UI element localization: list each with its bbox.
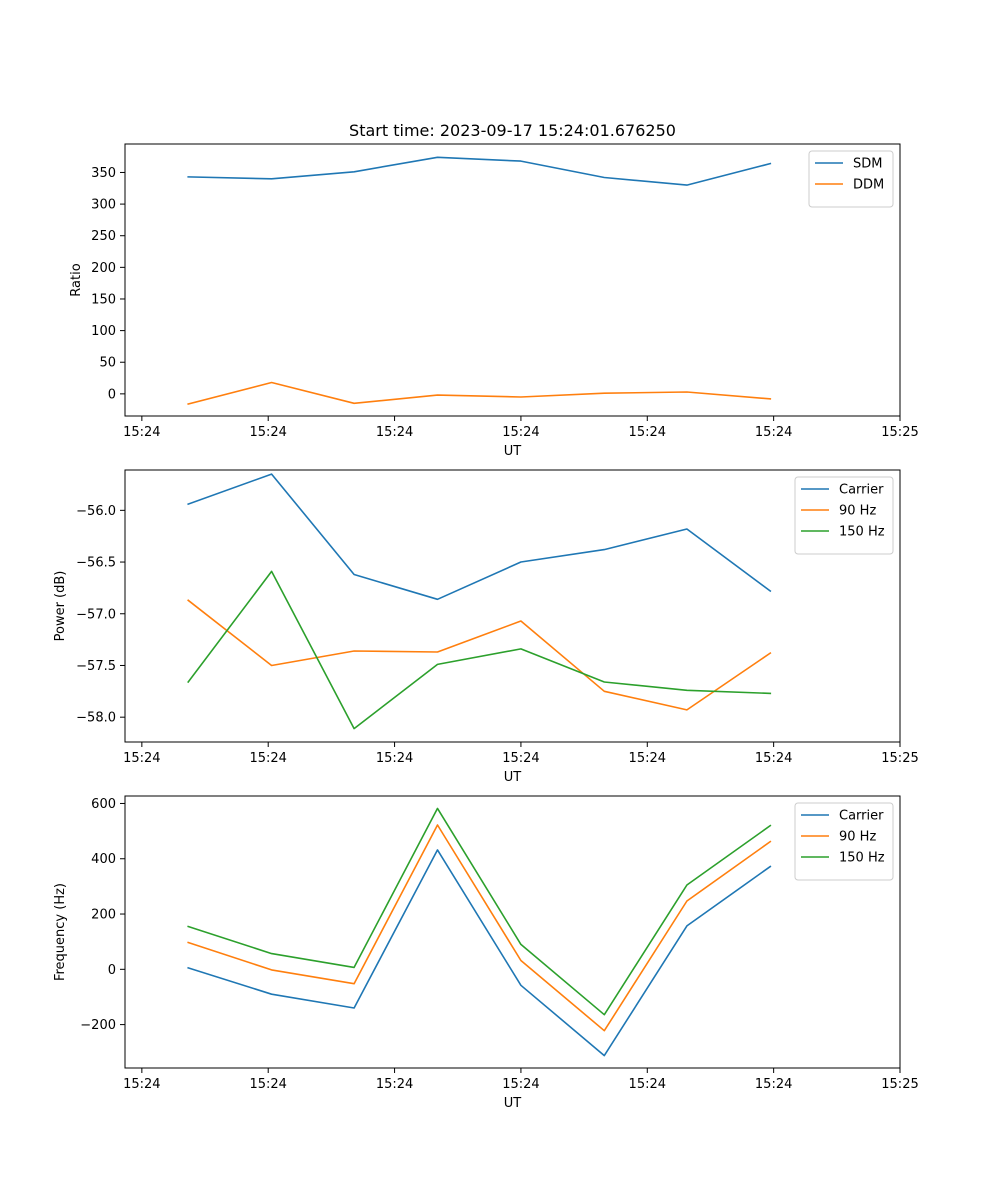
frequency-y-tick-label: −200: [80, 1018, 116, 1033]
ratio-x-tick-label: 15:24: [249, 425, 286, 440]
frequency-legend-label-90-hz: 90 Hz: [839, 830, 876, 845]
power-y-tick-label: −58.0: [76, 711, 116, 726]
ratio-x-tick-label: 15:24: [502, 425, 539, 440]
power-y-tick-label: −57.5: [76, 659, 116, 674]
ratio-series-ddm-line: [187, 381, 772, 405]
power-series-carrier-line: [187, 473, 772, 601]
power-legend-box: [794, 476, 894, 555]
power-y-axis-label: Power (dB): [53, 571, 68, 642]
frequency-legend-label-150-hz: 150 Hz: [839, 851, 885, 866]
power-y-tick-label: −56.0: [76, 504, 116, 519]
ratio-axes-frame: [124, 143, 901, 417]
frequency-panel: 15:24 15:24 15:24 15:24 15:24 15:24 15:25 −200 0…: [53, 795, 919, 1111]
ratio-x-tick-label: 15:24: [755, 425, 792, 440]
ratio-series-sdm-line: [187, 156, 772, 186]
frequency-axes-frame: [124, 795, 901, 1069]
ratio-y-tick-label: 300: [91, 198, 116, 213]
power-legend-label-90-hz: 90 Hz: [839, 504, 876, 519]
frequency-legend-label-carrier: Carrier: [839, 809, 884, 824]
ratio-x-tick-label: 15:24: [123, 425, 160, 440]
ratio-x-tick-label: 15:24: [376, 425, 413, 440]
ratio-y-tick-label: 200: [91, 261, 116, 276]
frequency-legend: Carrier 90 Hz 150 Hz: [794, 802, 894, 881]
ratio-chart-title: Start time: 2023-09-17 15:24:01.676250: [349, 121, 676, 140]
power-x-tick-label: 15:24: [502, 751, 539, 766]
power-x-tick-label: 15:25: [881, 751, 918, 766]
ratio-y-tick-label: 250: [91, 229, 116, 244]
power-series-90-hz-line: [187, 599, 772, 711]
power-series-150-hz-line: [187, 570, 772, 730]
ratio-x-axis-label: UT: [504, 444, 522, 459]
power-x-axis-label: UT: [504, 770, 522, 785]
frequency-x-axis-label: UT: [504, 1096, 522, 1111]
ratio-panel: 15:24 15:24 15:24 15:24 15:24 15:24 15:25 0 50 10…: [69, 121, 919, 459]
power-axes-frame: [124, 469, 901, 743]
ratio-y-tick-label: 0: [108, 387, 116, 402]
frequency-series-150-hz-line: [187, 807, 772, 1016]
frequency-series-carrier-line: [187, 849, 772, 1057]
power-y-tick-label: −57.0: [76, 607, 116, 622]
ratio-y-tick-label: 150: [91, 292, 116, 307]
power-legend-label-150-hz: 150 Hz: [839, 525, 885, 540]
frequency-x-tick-label: 15:24: [755, 1077, 792, 1092]
frequency-y-tick-label: 0: [108, 963, 116, 978]
frequency-x-tick-label: 15:24: [249, 1077, 286, 1092]
ratio-x-tick-label: 15:24: [629, 425, 666, 440]
frequency-y-axis-label: Frequency (Hz): [53, 883, 68, 981]
ratio-legend-label-ddm: DDM: [853, 178, 884, 193]
power-x-tick-label: 15:24: [376, 751, 413, 766]
power-y-tick-label: −56.5: [76, 556, 116, 571]
ratio-legend-label-sdm: SDM: [853, 157, 882, 172]
chart-panels: 15:24 15:24 15:24 15:24 15:24 15:24 15:25 0 50 10…: [53, 121, 919, 1111]
frequency-legend-box: [794, 802, 894, 881]
ratio-legend: SDM DDM: [808, 150, 894, 208]
frequency-y-tick-label: 400: [91, 852, 116, 867]
power-legend: Carrier 90 Hz 150 Hz: [794, 476, 894, 555]
power-x-tick-label: 15:24: [123, 751, 160, 766]
frequency-x-tick-label: 15:24: [376, 1077, 413, 1092]
frequency-x-tick-label: 15:25: [881, 1077, 918, 1092]
power-panel: 15:24 15:24 15:24 15:24 15:24 15:24 15:25 −58.0…: [53, 469, 919, 785]
ratio-y-tick-label: 50: [99, 356, 116, 371]
ratio-legend-box: [808, 150, 894, 208]
frequency-y-tick-label: 600: [91, 797, 116, 812]
frequency-x-tick-label: 15:24: [629, 1077, 666, 1092]
frequency-x-tick-label: 15:24: [123, 1077, 160, 1092]
ratio-y-axis-label: Ratio: [69, 263, 84, 296]
ratio-x-tick-label: 15:25: [881, 425, 918, 440]
ratio-y-tick-label: 350: [91, 166, 116, 181]
power-x-tick-label: 15:24: [755, 751, 792, 766]
frequency-x-tick-label: 15:24: [502, 1077, 539, 1092]
frequency-series-90-hz-line: [187, 824, 772, 1032]
power-legend-label-carrier: Carrier: [839, 483, 884, 498]
power-x-tick-label: 15:24: [629, 751, 666, 766]
power-x-tick-label: 15:24: [249, 751, 286, 766]
ratio-y-tick-label: 100: [91, 324, 116, 339]
frequency-y-tick-label: 200: [91, 908, 116, 923]
